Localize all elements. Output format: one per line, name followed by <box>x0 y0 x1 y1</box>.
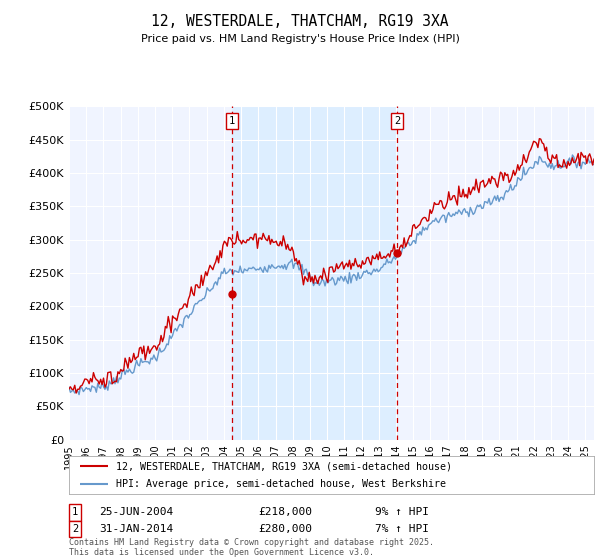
Text: 7% ↑ HPI: 7% ↑ HPI <box>375 524 429 534</box>
Text: 12, WESTERDALE, THATCHAM, RG19 3XA (semi-detached house): 12, WESTERDALE, THATCHAM, RG19 3XA (semi… <box>116 461 452 471</box>
Text: HPI: Average price, semi-detached house, West Berkshire: HPI: Average price, semi-detached house,… <box>116 479 446 489</box>
Text: 2: 2 <box>394 116 401 127</box>
Text: 31-JAN-2014: 31-JAN-2014 <box>99 524 173 534</box>
Text: 9% ↑ HPI: 9% ↑ HPI <box>375 507 429 517</box>
Text: Contains HM Land Registry data © Crown copyright and database right 2025.
This d: Contains HM Land Registry data © Crown c… <box>69 538 434 557</box>
Text: Price paid vs. HM Land Registry's House Price Index (HPI): Price paid vs. HM Land Registry's House … <box>140 34 460 44</box>
Text: 2: 2 <box>72 524 78 534</box>
Text: 1: 1 <box>229 116 235 127</box>
Text: 25-JUN-2004: 25-JUN-2004 <box>99 507 173 517</box>
Text: £218,000: £218,000 <box>258 507 312 517</box>
Text: 12, WESTERDALE, THATCHAM, RG19 3XA: 12, WESTERDALE, THATCHAM, RG19 3XA <box>151 14 449 29</box>
Bar <box>232 106 397 440</box>
Text: 1: 1 <box>72 507 78 517</box>
Text: £280,000: £280,000 <box>258 524 312 534</box>
